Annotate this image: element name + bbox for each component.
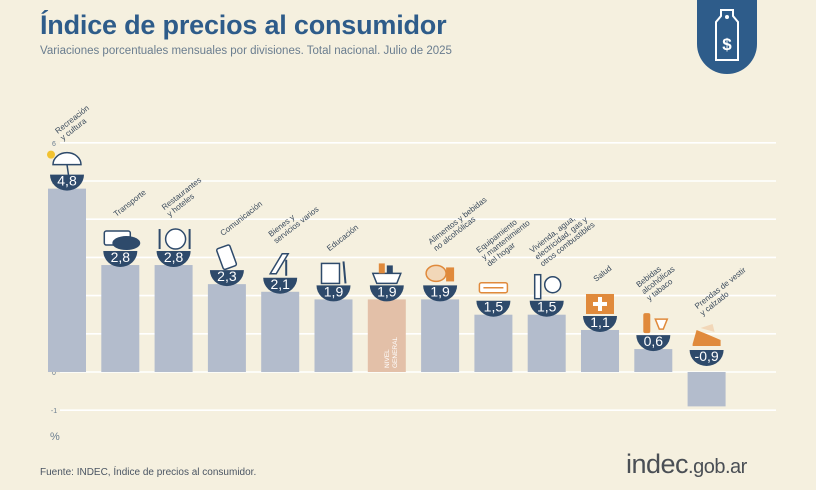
data-label: 2,3 bbox=[217, 268, 237, 284]
x-tick-label: Vivienda, agua,electricidad, gas yotros … bbox=[528, 207, 597, 269]
x-tick-label: Bienes yservicios varios bbox=[267, 198, 321, 245]
bar bbox=[207, 284, 246, 372]
x-tick-label: Transporte bbox=[112, 188, 148, 219]
value-bubble-shape bbox=[583, 315, 617, 332]
bar bbox=[314, 299, 353, 372]
data-label: 1,9 bbox=[430, 283, 450, 299]
y-tick-label: -1 bbox=[51, 408, 57, 415]
x-tick-label: Educación bbox=[325, 223, 360, 253]
brand-domain: .gob.ar bbox=[688, 456, 747, 478]
source-note: Fuente: INDEC, Índice de precios al cons… bbox=[40, 467, 257, 478]
value-bubble-shape bbox=[476, 300, 511, 317]
comb-icon bbox=[268, 253, 290, 276]
value-bubble-shape bbox=[263, 277, 298, 294]
data-label: 2,8 bbox=[111, 249, 131, 265]
data-label: 2,1 bbox=[270, 276, 290, 292]
bar bbox=[687, 372, 726, 407]
value-bubble: -0,9 bbox=[689, 324, 724, 366]
bar bbox=[527, 314, 566, 372]
y-axis-label: % bbox=[50, 431, 60, 443]
bar bbox=[261, 291, 300, 372]
data-label: 4,8 bbox=[57, 173, 77, 189]
data-label: 1,9 bbox=[377, 283, 397, 299]
brand-main: indec bbox=[626, 449, 689, 479]
bar bbox=[154, 265, 193, 372]
bar bbox=[48, 188, 86, 372]
value-bubble: 0,6 bbox=[636, 313, 671, 352]
value-bubble-shape bbox=[636, 335, 671, 352]
bar bbox=[101, 265, 140, 372]
value-bubble: 1,5 bbox=[476, 281, 511, 317]
page-subtitle: Variaciones porcentuales mensuales por d… bbox=[40, 45, 452, 57]
value-bubble: 1,9 bbox=[423, 264, 458, 302]
page-title: Índice de precios al consumidor bbox=[40, 10, 447, 40]
data-label: 0,6 bbox=[644, 333, 664, 349]
cutlery-icon bbox=[158, 228, 191, 250]
value-bubble: 1,5 bbox=[529, 273, 564, 317]
medical-cross-icon bbox=[586, 293, 614, 314]
y-tick-label: 0 bbox=[52, 370, 56, 377]
bus-icon bbox=[103, 230, 141, 251]
data-label: 2,8 bbox=[164, 249, 184, 265]
badge: $ bbox=[697, 0, 757, 74]
data-label: 1,5 bbox=[484, 299, 504, 315]
value-bubble-shape bbox=[50, 174, 84, 191]
x-tick-label: Prendas de vestiry calzado bbox=[693, 265, 753, 317]
price-tag-dollar-icon: $ bbox=[715, 9, 739, 61]
lightbulb-icon bbox=[533, 273, 562, 300]
value-bubble: 1,9 bbox=[316, 261, 351, 302]
bar bbox=[367, 299, 406, 372]
x-tick-label: Recreacióny cultura bbox=[53, 104, 96, 143]
value-bubble-shape bbox=[689, 350, 724, 366]
phone-icon bbox=[216, 244, 238, 271]
value-bubble: 1,9 bbox=[369, 263, 404, 302]
value-bubble: 4,8 bbox=[47, 150, 84, 191]
food-icon bbox=[425, 264, 455, 283]
data-label: 1,9 bbox=[324, 283, 344, 299]
bar bbox=[581, 329, 619, 372]
shopping-basket-icon bbox=[371, 263, 402, 285]
iron-icon bbox=[478, 281, 509, 294]
brand-logo[interactable]: indec.gob.ar bbox=[626, 449, 747, 480]
x-tick-label: Restaurantesy hoteles bbox=[160, 176, 208, 219]
value-bubble-shape bbox=[423, 285, 458, 302]
x-tick-label: Salud bbox=[592, 264, 614, 284]
bar bbox=[474, 314, 513, 372]
y-tick-label: 6 bbox=[52, 141, 56, 148]
badge-symbol: $ bbox=[722, 35, 732, 54]
value-bubble: 1,1 bbox=[583, 293, 617, 332]
data-label: -0,9 bbox=[695, 348, 719, 364]
shoe-icon bbox=[692, 324, 721, 346]
data-label: 1,1 bbox=[590, 314, 610, 330]
bar bbox=[634, 349, 673, 372]
general-bar-label: NIVELGENERAL bbox=[384, 337, 399, 368]
data-label: 1,5 bbox=[537, 299, 557, 315]
value-bubble-shape bbox=[156, 251, 191, 268]
bar bbox=[421, 299, 460, 372]
value-bubble-shape bbox=[369, 285, 404, 302]
value-bubble-shape bbox=[529, 300, 564, 317]
value-bubble: 2,8 bbox=[156, 228, 191, 268]
value-bubble-shape bbox=[209, 270, 244, 287]
value-bubble-shape bbox=[316, 285, 351, 302]
value-bubble: 2,8 bbox=[103, 230, 141, 268]
value-bubble: 2,3 bbox=[209, 244, 244, 287]
value-bubble: 2,1 bbox=[263, 253, 298, 294]
value-bubble-shape bbox=[103, 251, 138, 268]
beach-umbrella-icon bbox=[47, 150, 82, 179]
notebook-icon bbox=[320, 261, 347, 285]
bottle-icon bbox=[643, 313, 669, 334]
